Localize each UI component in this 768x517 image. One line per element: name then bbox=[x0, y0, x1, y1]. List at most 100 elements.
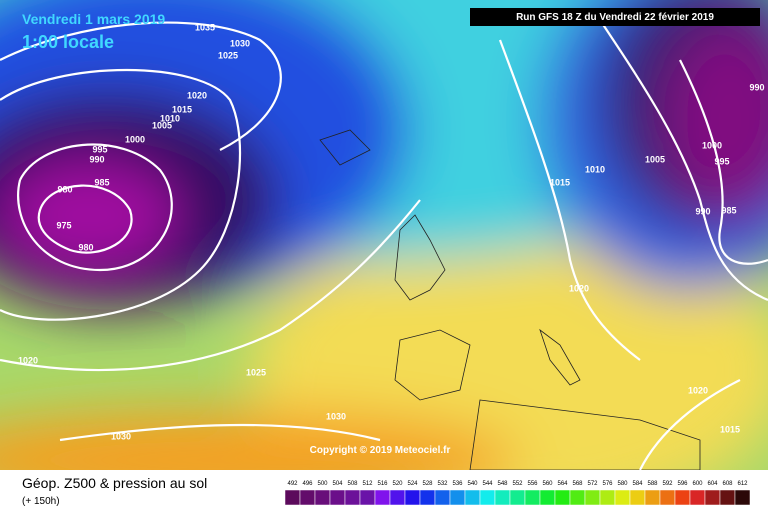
scale-swatch bbox=[599, 489, 616, 506]
isobar-label: 980 bbox=[57, 184, 72, 194]
isobar-label: 1025 bbox=[218, 50, 238, 60]
isobar-label: 995 bbox=[92, 144, 107, 154]
scale-swatch bbox=[314, 489, 331, 506]
scale-swatch bbox=[359, 489, 376, 506]
scale-label: 492 bbox=[287, 481, 298, 487]
isobar-label: 1030 bbox=[326, 411, 346, 421]
scale-label: 500 bbox=[317, 481, 328, 487]
color-scale: 492 496 500 504 508 512 516 520 524 528 532 536 540 5… bbox=[284, 481, 751, 506]
scale-swatch bbox=[734, 489, 751, 506]
scale-label: 504 bbox=[332, 481, 343, 487]
isobar-label: 990 bbox=[89, 154, 104, 164]
scale-label: 600 bbox=[692, 481, 703, 487]
scale-label: 544 bbox=[482, 481, 493, 487]
isobar-label: 990 bbox=[749, 82, 764, 92]
scale-label: 588 bbox=[647, 481, 658, 487]
scale-label: 564 bbox=[557, 481, 568, 487]
scale-label: 612 bbox=[737, 481, 748, 487]
scale-swatch bbox=[389, 489, 406, 506]
scale-label: 528 bbox=[422, 481, 433, 487]
scale-label: 532 bbox=[437, 481, 448, 487]
isobar-label: 1015 bbox=[720, 424, 740, 434]
isobar-label: 1020 bbox=[187, 90, 207, 100]
run-banner bbox=[470, 8, 760, 26]
scale-swatch bbox=[464, 489, 481, 506]
scale-swatch bbox=[479, 489, 496, 506]
isobar-label: 1030 bbox=[111, 431, 131, 441]
isobar-label: 1000 bbox=[125, 134, 145, 144]
scale-swatch bbox=[554, 489, 571, 506]
scale-label: 596 bbox=[677, 481, 688, 487]
scale-swatch bbox=[704, 489, 721, 506]
scale-label: 580 bbox=[617, 481, 628, 487]
isobar-label: 1005 bbox=[152, 120, 172, 130]
scale-label: 568 bbox=[572, 481, 583, 487]
scale-swatch bbox=[299, 489, 316, 506]
scale-swatch bbox=[614, 489, 631, 506]
scale-swatch bbox=[659, 489, 676, 506]
scale-label: 584 bbox=[632, 481, 643, 487]
scale-swatch bbox=[284, 489, 301, 506]
scale-label: 556 bbox=[527, 481, 538, 487]
isobar-label: 985 bbox=[94, 177, 109, 187]
isobar-label: 1020 bbox=[18, 355, 38, 365]
scale-swatch bbox=[449, 489, 466, 506]
lead-time: (+ 150h) bbox=[22, 496, 60, 507]
valid-date: Vendredi 1 mars 2019 bbox=[22, 11, 165, 27]
scale-swatch bbox=[629, 489, 646, 506]
isobars bbox=[0, 19, 768, 470]
scale-label: 608 bbox=[722, 481, 733, 487]
scale-label: 536 bbox=[452, 481, 463, 487]
scale-label: 560 bbox=[542, 481, 553, 487]
scale-label: 516 bbox=[377, 481, 388, 487]
isobar-label: 1030 bbox=[230, 38, 250, 48]
scale-swatch bbox=[374, 489, 391, 506]
scale-label: 592 bbox=[662, 481, 673, 487]
isobar-label: 1025 bbox=[246, 367, 266, 377]
local-time: 1:00 locale bbox=[22, 32, 114, 52]
scale-swatch bbox=[719, 489, 736, 506]
scale-swatch bbox=[569, 489, 586, 506]
isobar-label: 985 bbox=[721, 205, 736, 215]
scale-swatch bbox=[419, 489, 436, 506]
isobar-label: 1020 bbox=[569, 283, 589, 293]
scale-label: 552 bbox=[512, 481, 523, 487]
land-outline bbox=[319, 129, 701, 470]
isobar-label: 995 bbox=[714, 156, 729, 166]
isobar-labels: 1035103010251020101510101005100099599098… bbox=[18, 22, 765, 441]
scale-swatch bbox=[524, 489, 541, 506]
scale-label: 576 bbox=[602, 481, 613, 487]
scale-label: 496 bbox=[302, 481, 313, 487]
isobar-label: 1010 bbox=[160, 113, 180, 123]
product-title: Géop. Z500 & pression au sol bbox=[22, 475, 207, 491]
scale-swatch bbox=[329, 489, 346, 506]
scale-swatch bbox=[689, 489, 706, 506]
isobar-label: 1035 bbox=[195, 22, 215, 32]
scale-label: 520 bbox=[392, 481, 403, 487]
scale-swatch bbox=[344, 489, 361, 506]
run-info: Run GFS 18 Z du Vendredi 22 février 2019 bbox=[516, 12, 714, 23]
scale-swatch bbox=[404, 489, 421, 506]
copyright: Copyright © 2019 Meteociel.fr bbox=[310, 445, 451, 456]
scale-swatch bbox=[494, 489, 511, 506]
isobar-label: 1015 bbox=[550, 177, 570, 187]
scale-label: 572 bbox=[587, 481, 598, 487]
scale-swatch bbox=[539, 489, 556, 506]
scale-label: 512 bbox=[362, 481, 373, 487]
isobar-label: 975 bbox=[56, 220, 71, 230]
scale-swatch bbox=[509, 489, 526, 506]
isobar-label: 1005 bbox=[645, 154, 665, 164]
isobar-label: 980 bbox=[78, 242, 93, 252]
scale-label: 548 bbox=[497, 481, 508, 487]
scale-label: 540 bbox=[467, 481, 478, 487]
scale-swatch bbox=[434, 489, 451, 506]
scale-swatch bbox=[644, 489, 661, 506]
isobar-label: 1010 bbox=[585, 164, 605, 174]
scale-label: 508 bbox=[347, 481, 358, 487]
scale-label: 604 bbox=[707, 481, 718, 487]
isobar-label: 1015 bbox=[172, 104, 192, 114]
isobar-label: 1000 bbox=[702, 140, 722, 150]
